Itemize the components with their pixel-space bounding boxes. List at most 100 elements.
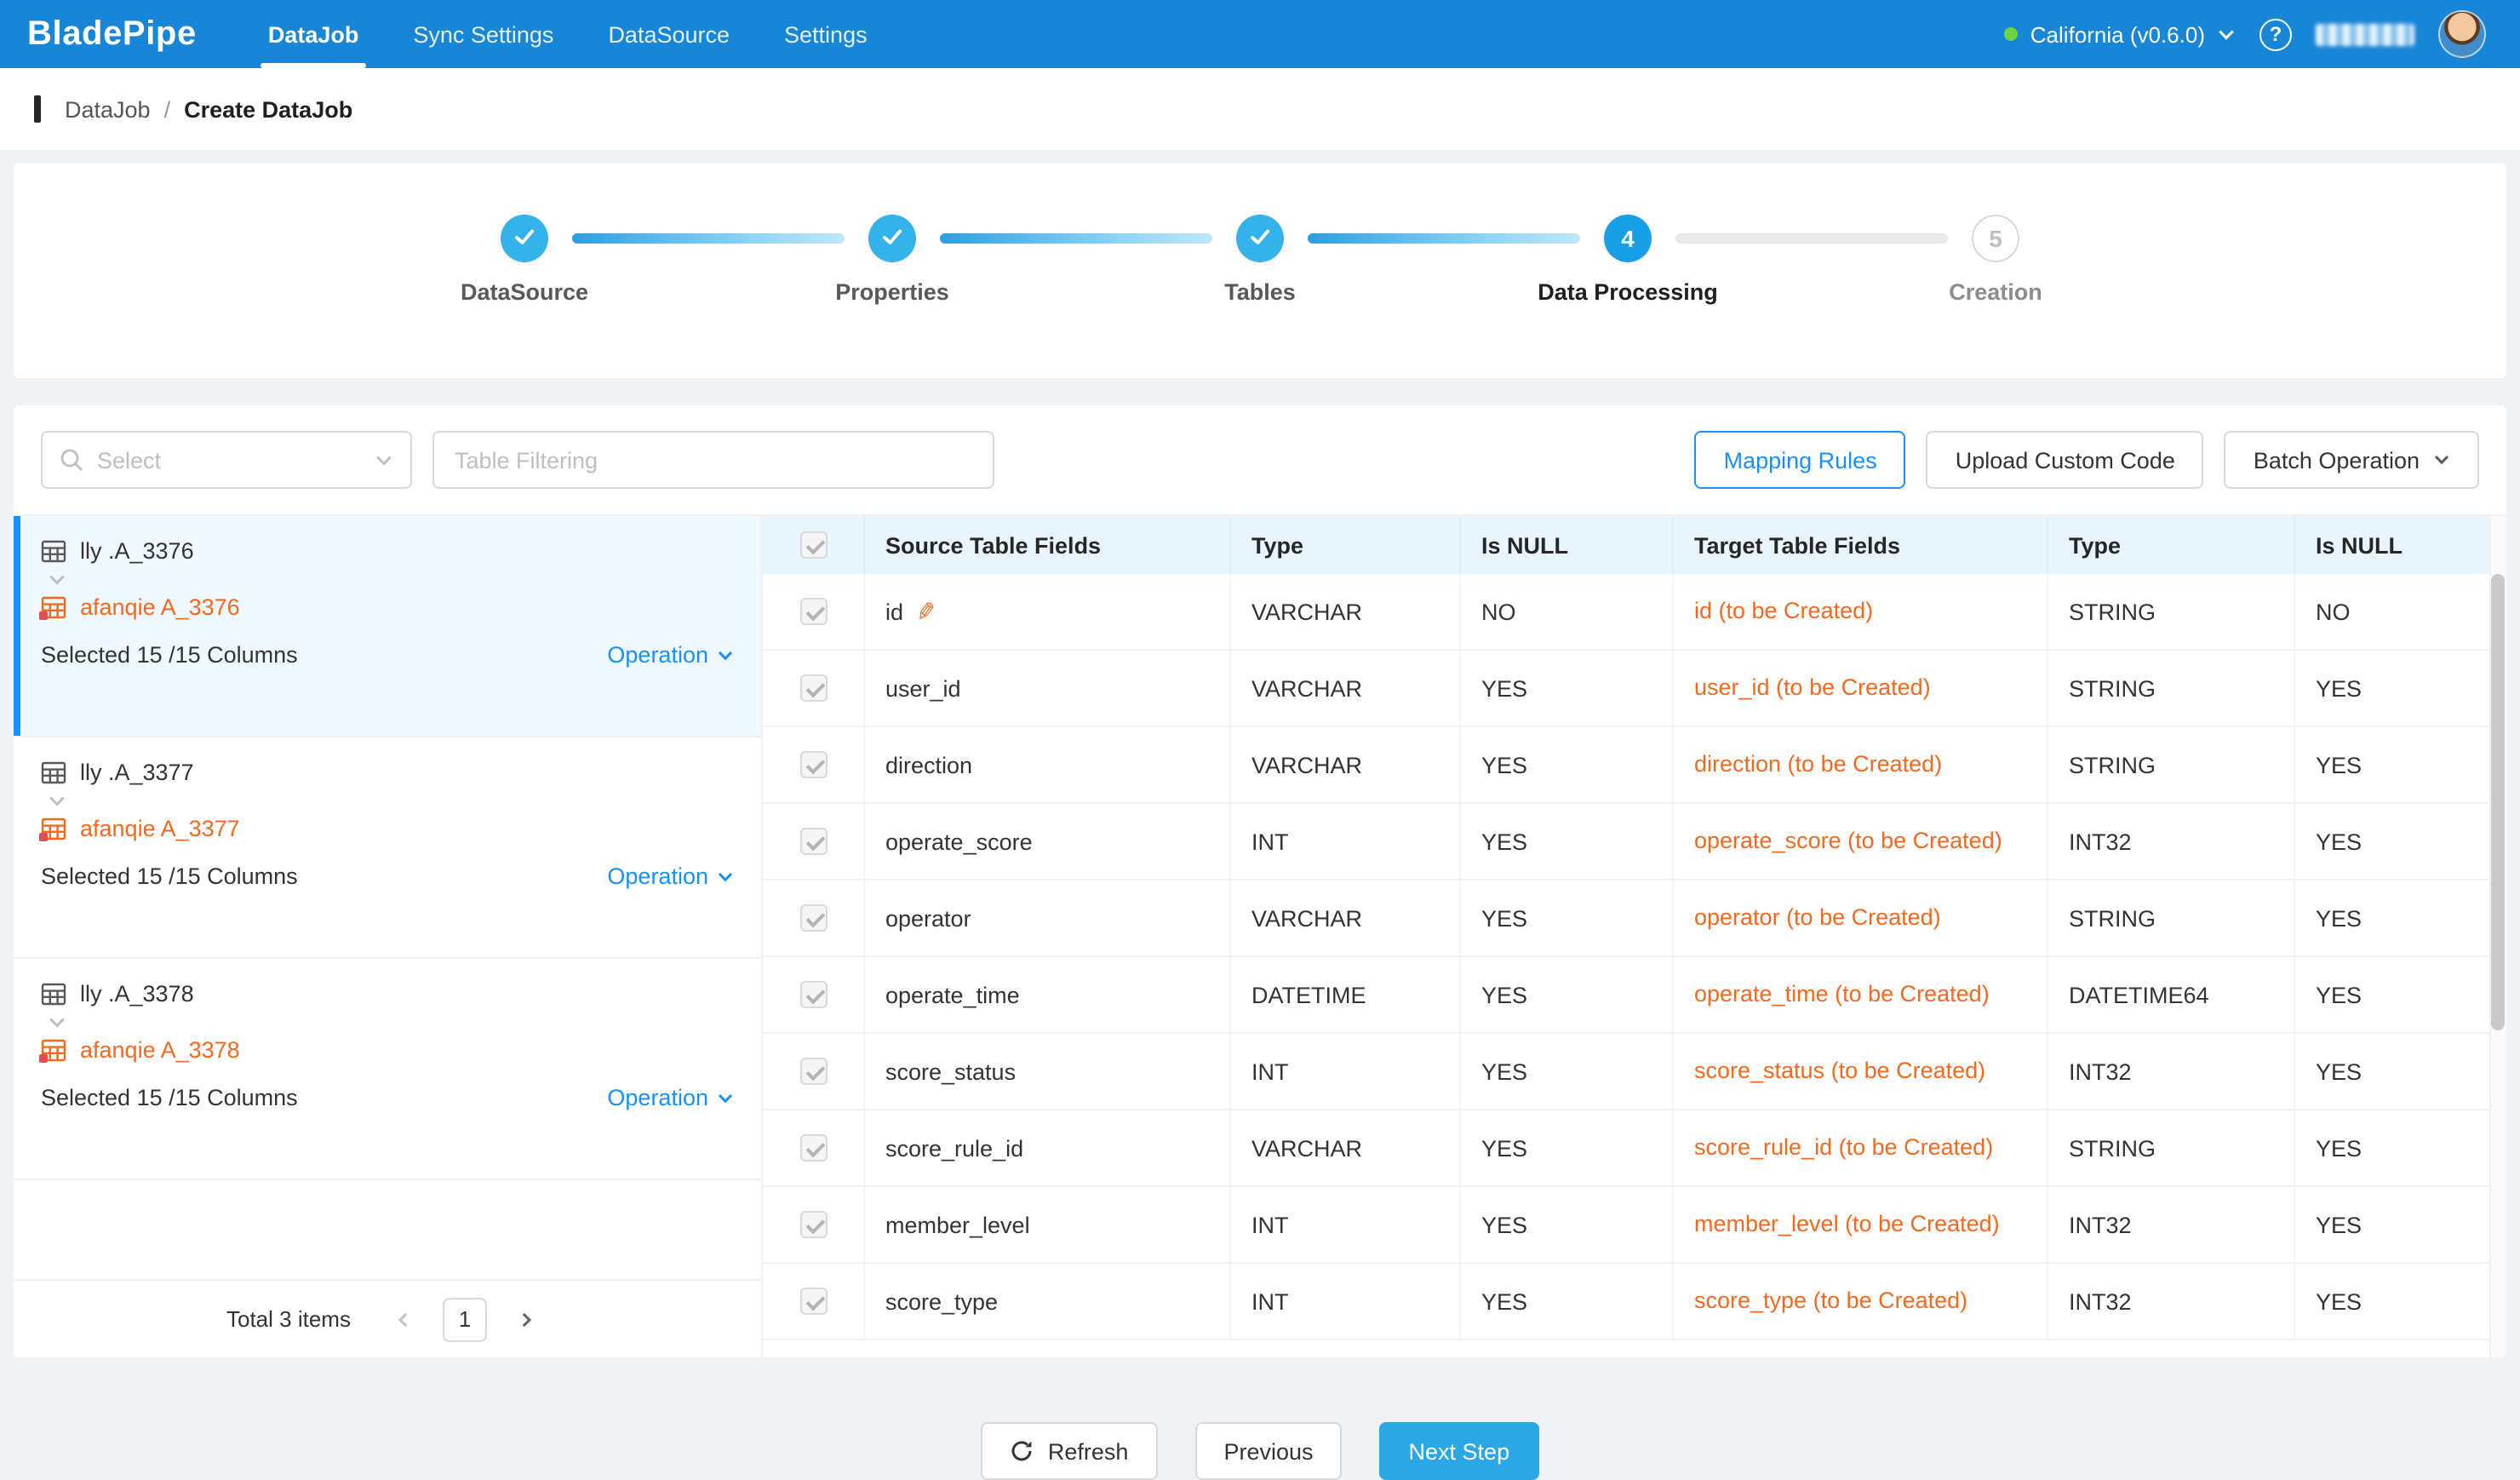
source-field-type: INT: [1231, 804, 1461, 879]
chevron-down-icon: [717, 868, 734, 885]
upload-custom-code-button[interactable]: Upload Custom Code: [1927, 431, 2204, 489]
table-pair-item[interactable]: lly .A_3378 afanqie A_3378 Selected 15 /…: [14, 959, 761, 1180]
target-field-isnull: YES: [2295, 1264, 2506, 1339]
check-icon: [513, 224, 536, 253]
target-field-name: operate_score (to be Created): [1674, 804, 2048, 879]
target-field-type: INT32: [2048, 804, 2295, 879]
toolbar: Mapping Rules Upload Custom Code Batch O…: [14, 405, 2506, 514]
breadcrumb-separator: /: [164, 96, 171, 122]
target-field-isnull: YES: [2295, 1187, 2506, 1262]
source-field-name: operator: [885, 905, 971, 931]
table-row: member_level INT YES member_level (to be…: [763, 1187, 2506, 1264]
table-filter-input[interactable]: [432, 431, 994, 489]
operation-link[interactable]: Operation: [607, 1085, 734, 1110]
selected-columns-text: Selected 15 /15 Columns: [41, 642, 298, 668]
source-field-isnull: YES: [1461, 881, 1674, 955]
target-table-icon: [41, 816, 66, 841]
row-checkbox: [799, 598, 827, 625]
row-checkbox: [799, 904, 827, 932]
user-avatar[interactable]: [2438, 10, 2486, 58]
wizard-stepper-card: DataSource Properties Tables 4 Data Proc…: [14, 163, 2506, 378]
target-table-icon: [41, 594, 66, 620]
page-next-button[interactable]: [504, 1297, 548, 1341]
help-icon[interactable]: ?: [2259, 18, 2292, 50]
nav-item-datajob[interactable]: DataJob: [241, 0, 387, 68]
region-selector[interactable]: California (v0.6.0): [2005, 21, 2236, 47]
fields-table-header: Source Table Fields Type Is NULL Target …: [763, 516, 2506, 574]
row-checkbox: [799, 1211, 827, 1238]
table-row: id✎ VARCHAR NO id (to be Created) STRING…: [763, 574, 2506, 651]
nav-item-datasource[interactable]: DataSource: [581, 0, 757, 68]
scrollbar-thumb[interactable]: [2491, 574, 2505, 1030]
selected-columns-text: Selected 15 /15 Columns: [41, 1085, 298, 1110]
breadcrumb-parent[interactable]: DataJob: [65, 96, 151, 122]
select-all-checkbox: [799, 531, 827, 559]
col-target-isnull: Is NULL: [2295, 516, 2506, 574]
table-row: operate_time DATETIME YES operate_time (…: [763, 957, 2506, 1034]
source-field-isnull: YES: [1461, 1264, 1674, 1339]
source-field-type: VARCHAR: [1231, 881, 1461, 955]
search-icon: [60, 448, 83, 472]
source-field-isnull: YES: [1461, 651, 1674, 726]
table-row: score_type INT YES score_type (to be Cre…: [763, 1264, 2506, 1340]
col-target-fields: Target Table Fields: [1674, 516, 2048, 574]
edit-icon[interactable]: ✎: [914, 596, 937, 628]
target-field-isnull: YES: [2295, 1034, 2506, 1109]
table-select-dropdown[interactable]: [41, 431, 412, 489]
target-field-type: INT32: [2048, 1034, 2295, 1109]
target-field-name: id (to be Created): [1674, 574, 2048, 649]
mapping-direction-icon: [48, 1012, 734, 1032]
source-field-name: member_level: [885, 1212, 1030, 1237]
source-field-isnull: YES: [1461, 1034, 1674, 1109]
table-select-input[interactable]: [97, 447, 361, 473]
target-field-isnull: YES: [2295, 651, 2506, 726]
source-field-type: VARCHAR: [1231, 651, 1461, 726]
chevron-down-icon: [2217, 25, 2236, 43]
row-checkbox: [799, 1058, 827, 1085]
table-row: score_rule_id VARCHAR YES score_rule_id …: [763, 1110, 2506, 1187]
total-items-text: Total 3 items: [226, 1306, 351, 1332]
target-field-isnull: NO: [2295, 574, 2506, 649]
nav-item-sync-settings[interactable]: Sync Settings: [386, 0, 581, 68]
target-field-isnull: YES: [2295, 957, 2506, 1032]
col-source-type: Type: [1231, 516, 1461, 574]
page-number-button[interactable]: 1: [443, 1297, 487, 1341]
mapping-rules-button[interactable]: Mapping Rules: [1695, 431, 1906, 489]
step-connector: [1308, 233, 1580, 244]
check-icon: [1248, 224, 1272, 253]
table-row: user_id VARCHAR YES user_id (to be Creat…: [763, 651, 2506, 727]
source-field-type: INT: [1231, 1264, 1461, 1339]
batch-operation-button[interactable]: Batch Operation: [2225, 431, 2479, 489]
source-field-isnull: YES: [1461, 957, 1674, 1032]
source-field-type: INT: [1231, 1034, 1461, 1109]
footer-actions: Refresh Previous Next Step: [0, 1422, 2520, 1480]
table-row: operate_score INT YES operate_score (to …: [763, 804, 2506, 881]
source-field-type: INT: [1231, 1187, 1461, 1262]
nav-item-settings[interactable]: Settings: [757, 0, 895, 68]
source-field-type: VARCHAR: [1231, 574, 1461, 649]
source-table-icon: [41, 538, 66, 564]
operation-link[interactable]: Operation: [607, 863, 734, 889]
step-data-processing: 4 Data Processing: [1604, 215, 1652, 262]
row-checkbox: [799, 828, 827, 855]
table-row: operator VARCHAR YES operator (to be Cre…: [763, 881, 2506, 957]
source-table-icon: [41, 760, 66, 785]
step-connector: [1675, 233, 1948, 244]
breadcrumb-marker: [34, 95, 41, 123]
target-table-name: afanqie A_3378: [80, 1037, 240, 1063]
step-connector: [940, 233, 1212, 244]
source-field-name: score_status: [885, 1058, 1016, 1084]
row-checkbox: [799, 1134, 827, 1162]
check-icon: [880, 224, 904, 253]
chevron-down-icon: [717, 646, 734, 663]
refresh-button[interactable]: Refresh: [982, 1422, 1158, 1480]
table-pair-item[interactable]: lly .A_3376 afanqie A_3376 Selected 15 /…: [14, 516, 761, 737]
target-table-name: afanqie A_3377: [80, 816, 240, 841]
chevron-down-icon: [375, 450, 393, 469]
row-checkbox: [799, 674, 827, 702]
next-step-button[interactable]: Next Step: [1380, 1422, 1539, 1480]
source-table-icon: [41, 981, 66, 1007]
operation-link[interactable]: Operation: [607, 642, 734, 668]
previous-button[interactable]: Previous: [1194, 1422, 1342, 1480]
table-pair-item[interactable]: lly .A_3377 afanqie A_3377 Selected 15 /…: [14, 737, 761, 959]
